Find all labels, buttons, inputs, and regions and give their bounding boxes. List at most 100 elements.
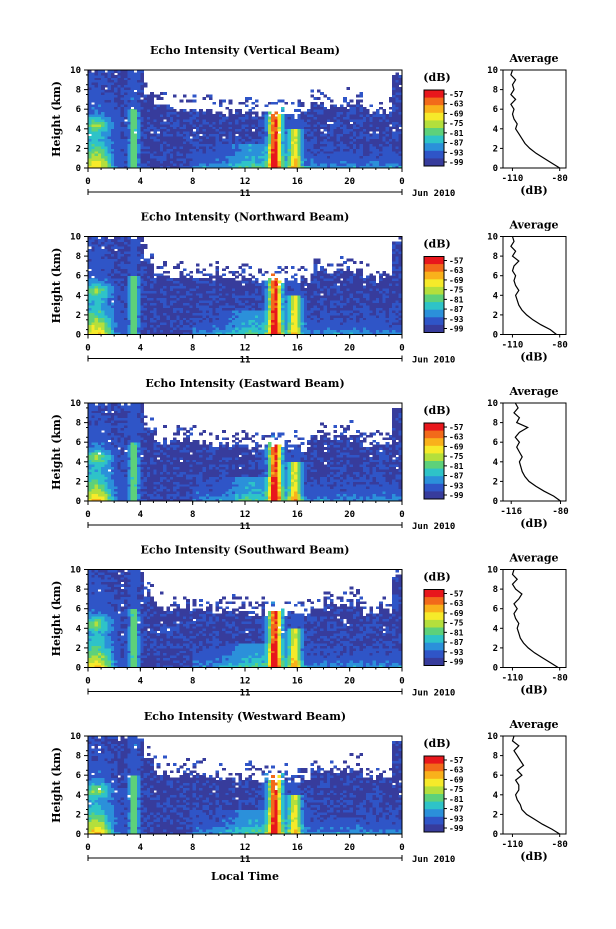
heatmap-cell (91, 79, 95, 83)
heatmap-cell (166, 106, 171, 110)
heatmap-cell (316, 319, 321, 323)
heatmap-cell (228, 114, 233, 117)
heatmap-cell (195, 332, 200, 335)
heatmap-cell (323, 268, 328, 272)
heatmap-cell (248, 332, 252, 335)
heatmap-cell (310, 155, 315, 159)
heatmap-cell (143, 329, 148, 333)
heatmap-cell (130, 317, 135, 321)
heatmap-cell (140, 322, 144, 326)
heatmap-cell (300, 163, 305, 166)
heatmap-cell (290, 302, 295, 306)
heatmap-cell (117, 302, 122, 306)
heatmap-cell (110, 138, 115, 142)
heatmap-cell (290, 280, 295, 284)
heatmap-cell (150, 136, 154, 139)
heatmap-cell (91, 283, 95, 286)
heatmap-cell (356, 106, 360, 110)
heatmap-cell (320, 314, 324, 318)
heatmap-cell (202, 295, 207, 299)
heatmap-cell (277, 317, 282, 321)
heatmap-cell (137, 305, 141, 308)
heatmap-cell (130, 305, 135, 308)
heatmap-cell (94, 295, 99, 299)
heatmap-cell (212, 290, 216, 294)
heatmap-cell (209, 312, 213, 316)
heatmap-cell (294, 109, 298, 113)
heatmap-cell (248, 292, 252, 296)
colorbar-label: -75 (449, 119, 464, 128)
heatmap-cell (192, 283, 197, 286)
heatmap-cell (169, 319, 174, 323)
heatmap-cell (94, 89, 99, 93)
heatmap-cell (123, 310, 128, 313)
heatmap-cell (91, 261, 95, 264)
heatmap-cell (146, 121, 151, 125)
heatmap-cell (101, 143, 105, 147)
heatmap-cell (107, 307, 112, 311)
heatmap-cell (336, 332, 341, 335)
colorbar-frame (423, 89, 445, 167)
heatmap-cell (258, 126, 262, 130)
heatmap-cell (333, 317, 337, 321)
heatmap-cell (343, 314, 347, 318)
heatmap-cell (140, 280, 144, 284)
heatmap-cell (254, 160, 259, 164)
heatmap-cell (137, 283, 141, 286)
heatmap-cell (127, 128, 131, 132)
heatmap-cell (192, 278, 197, 281)
heatmap-cell (264, 165, 269, 169)
heatmap-cell (245, 324, 249, 328)
heatmap-cell (97, 74, 102, 78)
heatmap-cell (163, 322, 167, 326)
heatmap-cell (97, 287, 102, 291)
heatmap-cell (382, 153, 387, 157)
heatmap-cell (88, 158, 92, 162)
heatmap-cell (91, 253, 95, 257)
heatmap-cell (205, 287, 210, 291)
heatmap-cell (225, 158, 230, 162)
heatmap-cell (277, 290, 282, 294)
heatmap-cell (146, 150, 151, 154)
heatmap-cell (107, 283, 112, 286)
heatmap-cell (159, 111, 164, 115)
heatmap-cell (176, 114, 180, 117)
heatmap-cell (339, 160, 344, 164)
heatmap-cell (388, 138, 393, 142)
heatmap (88, 70, 403, 169)
heatmap-cell (199, 297, 203, 301)
heatmap-cell (375, 121, 380, 125)
heatmap-cell (366, 121, 370, 125)
heatmap-cell (97, 123, 102, 127)
heatmap-cell (123, 305, 128, 308)
heatmap-cell (218, 126, 223, 130)
heatmap-cell (97, 290, 102, 294)
heatmap-cell (398, 74, 403, 78)
heatmap-cell (166, 290, 171, 294)
heatmap-cell (238, 158, 243, 162)
heatmap-cell (336, 136, 341, 139)
heatmap-cell (173, 329, 177, 333)
heatmap-cell (359, 111, 364, 115)
heatmap-cell (333, 290, 337, 294)
heatmap-cell (231, 141, 236, 144)
heatmap-cell (287, 114, 292, 117)
heatmap-cell (388, 131, 393, 135)
heatmap-cell (228, 163, 233, 166)
heatmap-cell (107, 148, 112, 152)
heatmap-cell (395, 126, 400, 130)
heatmap-cell (179, 285, 184, 289)
heatmap-cell (326, 305, 331, 308)
heatmap-cell (114, 270, 118, 274)
heatmap-cell (254, 131, 259, 135)
heatmap-cell (205, 150, 210, 154)
heatmap-cell (372, 138, 377, 142)
heatmap-cell (117, 265, 122, 269)
heatmap-cell (395, 160, 400, 164)
heatmap-cell (159, 153, 164, 157)
heatmap-cell (209, 302, 213, 306)
heatmap-cell (205, 285, 210, 289)
heatmap-cell (192, 310, 197, 313)
heatmap-cell (130, 241, 135, 245)
